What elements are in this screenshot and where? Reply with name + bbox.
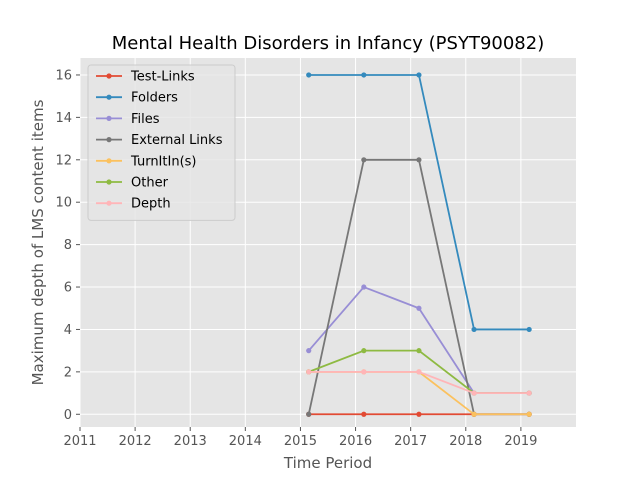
data-point (416, 305, 422, 311)
x-axis: 2011 2012 2013 2014 2015 2016 2017 2018 2019 (63, 427, 537, 449)
data-point (361, 411, 367, 417)
data-point (526, 390, 532, 396)
data-point (471, 390, 477, 396)
x-axis-title: Time Period (283, 454, 372, 472)
y-tick-label: 10 (55, 196, 72, 211)
legend-item: Files (96, 112, 160, 127)
y-tick-label: 0 (64, 408, 72, 423)
legend-marker (106, 115, 112, 121)
legend-item: Depth (96, 197, 171, 212)
x-tick-label: 2016 (339, 434, 372, 449)
legend-item: External Links (96, 133, 223, 148)
legend-marker (106, 158, 112, 164)
legend-label: Files (131, 112, 160, 127)
data-point (416, 157, 422, 163)
data-point (306, 411, 312, 417)
data-point (361, 369, 367, 375)
data-point (416, 348, 422, 354)
data-point (361, 157, 367, 163)
series-depth (306, 369, 532, 396)
x-tick-label: 2018 (449, 434, 482, 449)
data-point (306, 369, 312, 375)
x-tick-label: 2013 (174, 434, 207, 449)
data-point (526, 411, 532, 417)
legend-marker (106, 137, 112, 143)
legend-label: Other (131, 176, 169, 191)
data-point (471, 326, 477, 333)
y-tick-label: 2 (64, 365, 72, 380)
legend-item: Other (96, 176, 169, 191)
x-tick-label: 2015 (284, 434, 317, 449)
legend-label: TurnItIn(s) (130, 154, 196, 169)
legend-label: Depth (131, 197, 171, 212)
legend-marker (106, 200, 112, 206)
data-point (361, 284, 367, 290)
y-tick-label: 16 (55, 68, 72, 83)
data-point (416, 369, 422, 375)
data-point (361, 72, 367, 78)
legend-item: Test-Links (96, 70, 195, 85)
data-point (306, 348, 312, 354)
data-point (361, 348, 367, 354)
legend-label: Folders (131, 91, 178, 106)
y-axis-title: Maximum depth of LMS content items (29, 99, 47, 385)
legend-marker (106, 73, 112, 79)
chart-title: Mental Health Disorders in Infancy (PSYT… (112, 33, 544, 54)
data-point (526, 326, 532, 333)
data-point (416, 72, 422, 78)
legend-label: Test-Links (130, 70, 195, 85)
x-tick-label: 2017 (394, 434, 427, 449)
series-folders (306, 72, 532, 333)
legend-item: TurnItIn(s) (96, 154, 196, 169)
y-tick-label: 8 (64, 238, 72, 253)
y-tick-label: 14 (55, 111, 72, 126)
legend: Test-Links Folders Files External Links Turn… (87, 64, 236, 221)
legend-label: External Links (131, 133, 223, 148)
legend-item: Folders (96, 91, 178, 106)
x-tick-label: 2014 (229, 434, 262, 449)
y-axis: 0 2 4 6 8 10 12 14 16 (55, 68, 80, 423)
series-group (306, 72, 532, 417)
legend-marker (106, 179, 112, 185)
data-point (416, 411, 422, 417)
y-tick-label: 12 (55, 153, 72, 168)
legend-marker (106, 94, 112, 100)
y-tick-label: 4 (64, 323, 72, 338)
x-tick-label: 2011 (63, 434, 96, 449)
y-tick-label: 6 (64, 281, 72, 296)
x-tick-label: 2019 (504, 434, 537, 449)
x-tick-label: 2012 (119, 434, 152, 449)
legend-frame (87, 64, 236, 221)
data-point (471, 411, 477, 417)
data-point (306, 72, 312, 78)
